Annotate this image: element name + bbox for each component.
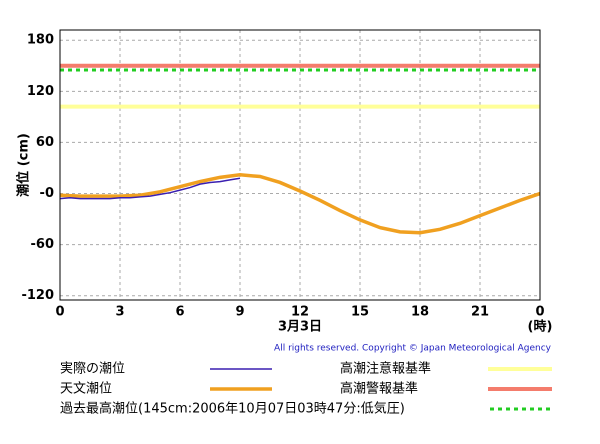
x-axis-unit: (時) xyxy=(528,319,553,335)
legend-label: 天文潮位 xyxy=(60,382,112,397)
y-axis-label: 潮位 (cm) xyxy=(16,133,32,197)
y-tick-label: -60 xyxy=(31,237,55,252)
y-tick-label: 180 xyxy=(27,33,54,48)
x-tick-label: 3 xyxy=(115,305,124,320)
y-tick-label: -0 xyxy=(40,186,54,201)
x-tick-label: 15 xyxy=(351,305,369,320)
series-line xyxy=(59,173,541,235)
y-tick-label: -120 xyxy=(21,288,54,303)
copyright: All rights reserved. Copyright © Japan M… xyxy=(274,344,552,354)
y-tick-label: 60 xyxy=(36,135,54,150)
x-axis-label: 3月3日 xyxy=(278,320,322,335)
plot-border xyxy=(59,29,541,301)
legend-label: 高潮警報基準 xyxy=(340,381,418,397)
x-tick-label: 18 xyxy=(411,305,429,320)
x-tick-label: 9 xyxy=(235,305,244,320)
x-tick-label: 6 xyxy=(175,305,184,320)
x-tick-label: 12 xyxy=(291,305,309,320)
x-tick-label: 0 xyxy=(535,305,544,320)
x-tick-label: 21 xyxy=(471,305,489,320)
legend-label: 高潮注意報基準 xyxy=(340,361,431,377)
y-tick-label: 120 xyxy=(27,84,54,99)
series-line xyxy=(59,177,241,200)
x-tick-label: 0 xyxy=(55,305,64,320)
legend-label: 実際の潮位 xyxy=(60,361,125,377)
legend-label: 過去最高潮位(145cm:2006年10月07日03時47分:低気圧) xyxy=(60,401,405,417)
